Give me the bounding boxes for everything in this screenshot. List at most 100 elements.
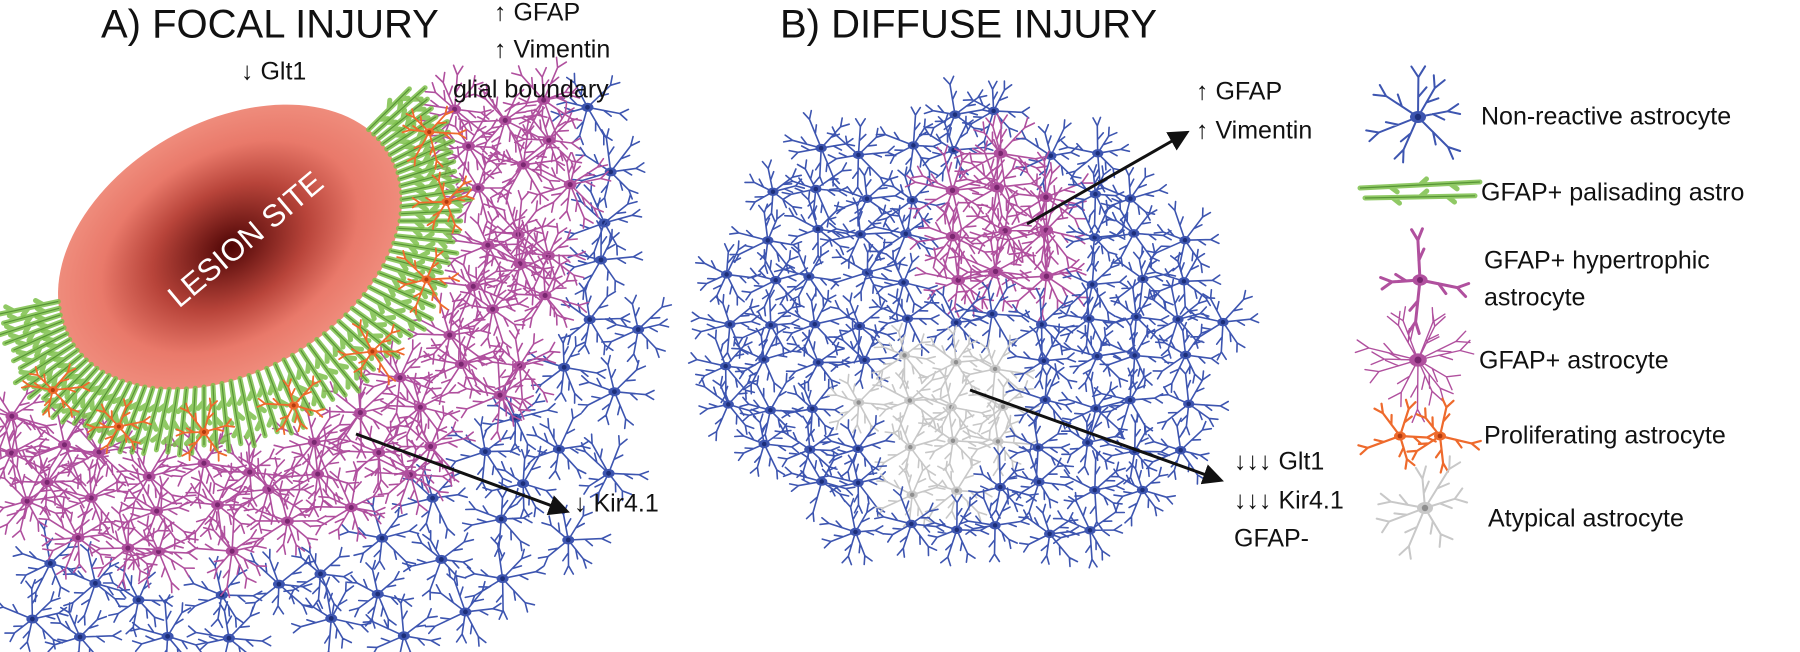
astrocyte-nucleus xyxy=(44,479,50,485)
astrocyte-nucleus xyxy=(998,484,1003,490)
astrocyte-nucleus xyxy=(50,388,55,393)
astrocyte-processes xyxy=(1018,503,1080,568)
astrocyte-nucleus xyxy=(855,480,861,486)
astrocyte-nucleus xyxy=(954,320,959,325)
astrocyte-processes xyxy=(424,570,503,647)
astrocyte-nucleus xyxy=(1127,397,1133,403)
palisading-astrocyte-core xyxy=(396,235,454,243)
astrocyte-processes xyxy=(337,319,405,386)
palisading-astrocyte-core xyxy=(1359,181,1480,189)
astrocyte-nucleus xyxy=(77,634,83,640)
astrocyte-processes xyxy=(968,446,1039,519)
astrocyte-processes xyxy=(391,405,476,487)
astrocyte-nucleus xyxy=(1414,113,1422,121)
astrocyte-nucleus xyxy=(417,404,423,410)
arrow xyxy=(355,432,570,516)
astrocyte-nucleus xyxy=(29,616,35,622)
astrocyte-nucleus xyxy=(348,504,354,510)
astrocyte-nucleus xyxy=(401,633,407,639)
astrocyte-processes xyxy=(1109,459,1176,527)
astrocyte-nucleus xyxy=(375,591,381,597)
astrocyte-processes xyxy=(482,445,557,519)
palisading-astrocyte-core xyxy=(4,320,63,344)
panel-title: B) DIFFUSE INJURY xyxy=(780,3,1157,47)
astrocyte-nucleus xyxy=(444,199,449,204)
astrocyte-processes xyxy=(690,293,761,362)
astrocyte-processes xyxy=(102,560,174,638)
astrocyte-nucleus xyxy=(136,597,141,603)
astrocyte-nucleus xyxy=(1175,317,1181,322)
astrocyte-nucleus xyxy=(864,196,870,202)
astrocyte-nucleus xyxy=(991,108,996,114)
palisading-astrocyte-core xyxy=(382,107,432,145)
astrocyte-nucleus xyxy=(1086,316,1092,321)
astrocyte-nucleus xyxy=(855,446,861,452)
legend-label: Non-reactive astrocyte xyxy=(1481,103,1731,131)
palisading-astrocyte-core xyxy=(398,227,459,233)
astrocyte-processes xyxy=(873,461,946,529)
palisading-astrocyte-core xyxy=(389,121,448,156)
astrocyte-nucleus xyxy=(9,413,15,419)
astrocyte-processes xyxy=(1152,321,1220,393)
astrocyte-nucleus xyxy=(908,444,913,450)
astrocyte-processes xyxy=(734,413,801,480)
palisading-astrocyte-core xyxy=(308,344,346,396)
astrocyte-processes xyxy=(525,408,591,481)
astrocyte-processes xyxy=(962,80,1031,151)
astrocyte-nucleus xyxy=(761,441,767,447)
astrocyte-layer xyxy=(0,56,1260,652)
palisading-astrocyte-core xyxy=(178,388,187,455)
astrocyte-processes xyxy=(183,555,263,629)
astrocyte-nucleus xyxy=(1183,352,1188,358)
astrocyte-nucleus xyxy=(1087,528,1093,533)
astrocyte-nucleus xyxy=(989,311,995,317)
astrocyte-processes xyxy=(244,548,315,616)
palisading-astrocyte-core xyxy=(212,385,217,450)
astrocyte-processes xyxy=(958,487,1030,563)
astrocyte-processes xyxy=(904,144,997,240)
astrocyte-nucleus xyxy=(812,321,817,327)
astrocyte-nucleus xyxy=(1094,353,1100,359)
astrocyte-nucleus xyxy=(328,616,334,621)
astrocyte-nucleus xyxy=(88,495,94,501)
astrocyte-nucleus xyxy=(1093,406,1099,411)
astrocyte-nucleus xyxy=(903,231,909,236)
astrocyte-nucleus xyxy=(992,366,998,372)
astrocyte-processes xyxy=(560,280,631,356)
astrocyte-nucleus xyxy=(247,469,253,475)
astrocyte-nucleus xyxy=(1186,401,1191,407)
astrocyte-nucleus xyxy=(955,277,961,283)
palisading-astrocyte-core xyxy=(84,378,117,426)
astrocyte-processes xyxy=(401,529,475,601)
astrocyte-nucleus xyxy=(424,277,429,282)
astrocyte-nucleus xyxy=(376,449,382,456)
palisading-astrocyte-core xyxy=(1364,195,1476,199)
palisading-astrocyte-core xyxy=(387,257,442,274)
astrocyte-nucleus xyxy=(214,502,221,508)
astrocyte-processes xyxy=(868,288,940,359)
astrocyte-nucleus xyxy=(954,488,959,493)
astrocyte-nucleus xyxy=(1178,448,1183,453)
legend-label: Proliferating astrocyte xyxy=(1484,422,1726,450)
astrocyte-processes xyxy=(456,351,536,442)
astrocyte-nucleus xyxy=(909,492,915,498)
palisading-astrocyte-core xyxy=(248,375,266,436)
astrocyte-processes xyxy=(1379,227,1471,335)
astrocyte-processes xyxy=(1375,455,1469,560)
astrocyte-nucleus xyxy=(1134,314,1139,320)
marker-label: glial boundary xyxy=(453,76,609,104)
astrocyte-nucleus xyxy=(994,184,1000,191)
astrocyte-nucleus xyxy=(606,470,611,476)
palisading-astrocyte-core xyxy=(221,383,230,452)
astrocyte-processes xyxy=(527,152,612,229)
palisading-astrocyte-core xyxy=(399,160,454,180)
astrocyte-processes xyxy=(907,201,997,281)
astrocyte-nucleus xyxy=(1131,231,1137,236)
astrocyte-nucleus xyxy=(992,523,998,528)
astrocyte-nucleus xyxy=(284,518,290,524)
palisading-astrocyte-core xyxy=(3,307,60,324)
astrocyte-nucleus xyxy=(952,112,958,117)
legend-label: GFAP+ hypertrophic xyxy=(1484,247,1710,275)
marker-label: ↑ GFAP xyxy=(494,0,580,27)
astrocyte-nucleus xyxy=(726,402,731,407)
